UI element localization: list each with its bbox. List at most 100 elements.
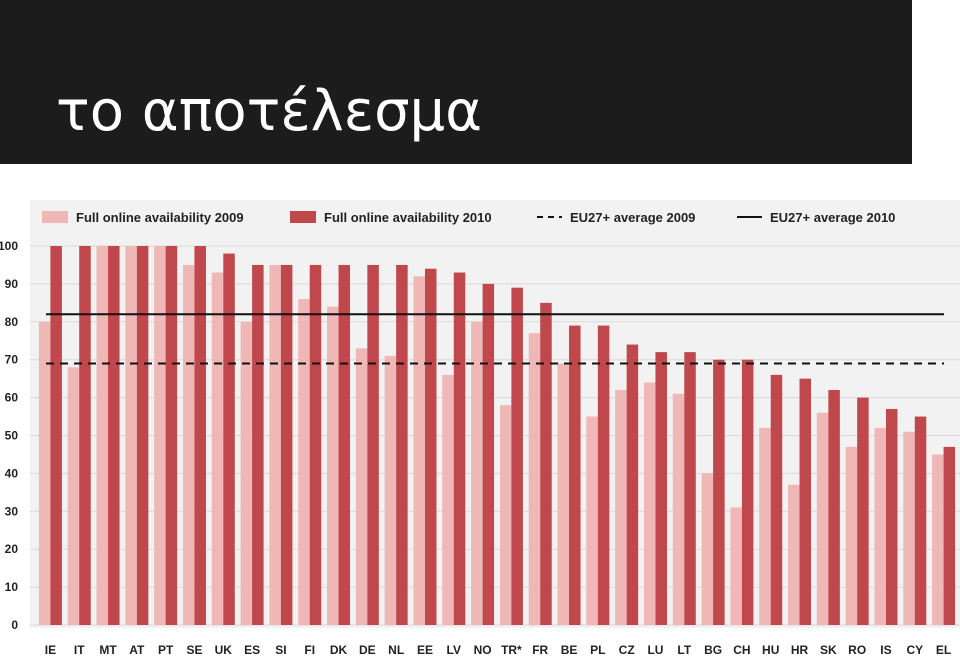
- bar-2009: [298, 299, 310, 625]
- x-axis-ticks: IE IT MT AT PT SE UK ES SI FI DK DE NL EE LV NO TR* FR BE P…: [45, 643, 952, 657]
- bar-2010: [770, 374, 783, 625]
- legend: Full online availability 2009 Full online…: [42, 210, 895, 225]
- bar-2009: [471, 321, 483, 625]
- bar-2009: [269, 264, 281, 625]
- bar-2009: [759, 427, 771, 625]
- bar-2010: [713, 359, 725, 625]
- x-tick-label: EL: [936, 643, 951, 657]
- bar-2009: [413, 276, 425, 625]
- bar-2009: [125, 246, 137, 625]
- x-tick-label: SE: [186, 643, 202, 657]
- x-tick-label: SI: [275, 643, 286, 657]
- bar-2009: [586, 416, 598, 625]
- title-banner: [0, 0, 912, 164]
- y-tick-label: 10: [5, 580, 19, 594]
- legend-label-2010: Full online availability 2010: [324, 210, 492, 225]
- x-tick-label: UK: [215, 643, 233, 657]
- y-axis-ticks: 0 10 20 30 40 50 60 70 80 90 100: [0, 239, 18, 632]
- bar-2010: [453, 272, 466, 625]
- bar-2009: [903, 431, 915, 625]
- bar-2010: [367, 264, 379, 625]
- bar-2010: [597, 325, 610, 625]
- x-tick-label: NL: [388, 643, 404, 657]
- bar-2009: [845, 446, 858, 625]
- bar-2009: [816, 412, 829, 625]
- y-tick-label: 60: [5, 391, 19, 405]
- bar-2009: [499, 405, 512, 625]
- bar-2010: [194, 246, 206, 625]
- y-tick-label: 40: [5, 466, 19, 480]
- x-tick-label: HU: [762, 643, 779, 657]
- bar-2010: [914, 416, 927, 625]
- legend-label-avg-2009: EU27+ average 2009: [570, 210, 695, 225]
- bar-2010: [569, 325, 581, 625]
- bar-2010: [309, 264, 322, 625]
- bar-2010: [741, 359, 754, 625]
- y-tick-label: 20: [5, 542, 19, 556]
- bar-2009: [327, 306, 339, 625]
- bar-2009: [730, 507, 742, 625]
- bar-2009: [355, 348, 368, 625]
- x-tick-label: NO: [474, 643, 492, 657]
- x-tick-label: SK: [820, 643, 837, 657]
- bar-2010: [885, 408, 898, 625]
- bar-2010: [857, 397, 869, 625]
- x-tick-label: PL: [590, 643, 605, 657]
- bar-2009: [701, 473, 714, 625]
- x-tick-label: LU: [647, 643, 663, 657]
- bars: [38, 246, 956, 625]
- y-tick-label: 70: [5, 353, 19, 367]
- bar-2009: [67, 367, 80, 625]
- bar-2010: [108, 246, 120, 625]
- x-tick-label: BG: [704, 643, 722, 657]
- bar-2010: [165, 246, 178, 625]
- x-tick-label: HR: [791, 643, 809, 657]
- x-tick-label: CH: [733, 643, 750, 657]
- bar-2009: [240, 321, 253, 625]
- bar-2009: [932, 454, 944, 625]
- bar-2010: [424, 268, 437, 625]
- bar-2010: [223, 253, 235, 625]
- bar-2010: [252, 264, 264, 625]
- y-tick-label: 100: [0, 239, 18, 253]
- bar-2009: [643, 382, 656, 625]
- x-tick-label: LV: [447, 643, 461, 657]
- bar-2010: [828, 390, 840, 625]
- x-tick-label: FR: [532, 643, 548, 657]
- slide-title: το αποτέλεσμα: [56, 79, 483, 144]
- bar-2010: [396, 264, 408, 625]
- bar-2009: [672, 393, 685, 625]
- bar-2009: [442, 374, 454, 625]
- bar-2010: [626, 344, 639, 625]
- y-tick-label: 50: [5, 429, 19, 443]
- bar-chart: 0 10 20 30 40 50 60 70 80 90 100 IE IT MT AT PT SE UK ES S…: [0, 200, 960, 657]
- x-tick-label: AT: [129, 643, 145, 657]
- y-tick-label: 80: [5, 315, 19, 329]
- bar-2009: [557, 363, 570, 625]
- bar-2009: [528, 333, 541, 625]
- bar-2010: [79, 246, 91, 625]
- bar-2009: [182, 264, 195, 625]
- x-tick-label: IT: [74, 643, 85, 657]
- x-tick-label: IE: [45, 643, 56, 657]
- legend-label-2009: Full online availability 2009: [76, 210, 244, 225]
- x-tick-label: MT: [99, 643, 117, 657]
- x-tick-label: EE: [417, 643, 433, 657]
- y-tick-label: 0: [11, 618, 18, 632]
- bar-2010: [338, 264, 351, 625]
- legend-swatch-2009: [42, 211, 68, 223]
- bar-2010: [540, 302, 552, 625]
- bar-2010: [280, 264, 293, 625]
- bar-2009: [615, 390, 627, 625]
- bar-2009: [154, 246, 166, 625]
- x-tick-label: LT: [677, 643, 691, 657]
- x-tick-label: CZ: [619, 643, 635, 657]
- bar-2010: [482, 283, 495, 625]
- bar-2010: [50, 246, 62, 625]
- x-tick-label: PT: [158, 643, 174, 657]
- x-tick-label: DK: [330, 643, 348, 657]
- bar-2010: [655, 352, 667, 625]
- bar-2009: [38, 321, 51, 625]
- y-tick-label: 30: [5, 504, 19, 518]
- bar-2009: [96, 246, 109, 625]
